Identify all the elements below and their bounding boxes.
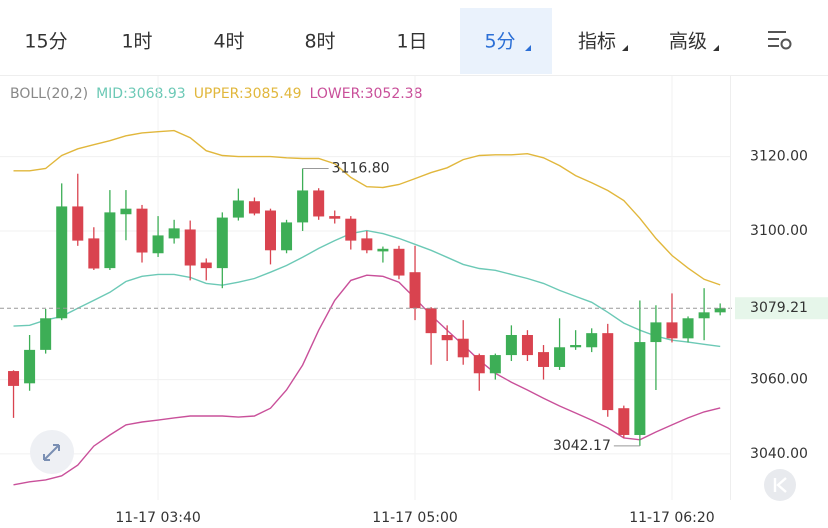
candle-body: [345, 218, 357, 241]
scroll-latest-button[interactable]: [764, 469, 796, 501]
candle-body: [714, 308, 726, 313]
candle-body: [425, 308, 437, 334]
y-tick-label: 3040.00: [750, 446, 808, 462]
candle-body: [554, 347, 566, 367]
candle-body: [586, 333, 598, 348]
candle-body: [489, 355, 501, 374]
settings-icon[interactable]: [768, 31, 792, 50]
candle-body: [313, 190, 325, 217]
candle-body: [409, 272, 421, 309]
tab[interactable]: 1日: [396, 31, 427, 53]
candle-body: [56, 206, 68, 319]
candle-body: [538, 352, 550, 367]
x-tick-label: 11-17 06:20: [629, 510, 714, 526]
candle-body: [136, 208, 148, 253]
tab-bar: 15分 1时 4时 8时 1日 5分 指标 高级: [24, 8, 719, 74]
expand-button[interactable]: [30, 430, 74, 474]
y-tick-label: 3100.00: [750, 223, 808, 239]
last-price-box: [735, 297, 828, 320]
band-line: [13, 229, 721, 348]
tab[interactable]: 1时: [121, 31, 152, 53]
candle-body: [602, 333, 614, 411]
candle-body: [264, 210, 276, 251]
candle-body: [232, 200, 244, 218]
candle-body: [24, 349, 36, 384]
candle-body: [8, 371, 20, 386]
candle-body: [281, 222, 293, 251]
tab[interactable]: 8时: [304, 31, 335, 53]
candle-body: [88, 238, 100, 269]
candle-body: [297, 190, 309, 223]
y-tick-label: 3060.00: [750, 372, 808, 388]
y-tick-label: 3120.00: [750, 149, 808, 165]
dropdown-caret: [622, 45, 628, 51]
candle-body: [650, 322, 662, 343]
tab[interactable]: 指标: [578, 31, 616, 53]
annotation-label: 3042.17: [553, 438, 611, 454]
x-tick-label: 11-17 03:40: [115, 510, 200, 526]
candle-body: [248, 201, 260, 214]
candle-body: [393, 248, 405, 276]
candle-body: [505, 335, 517, 356]
candle-body: [457, 338, 469, 358]
candle-body: [634, 342, 646, 435]
candle-body: [666, 322, 678, 339]
candle-body: [40, 318, 52, 350]
candle-body: [682, 318, 694, 339]
legend: BOLL(20,2) MID:3068.93 UPPER:3085.49 LOWER:…: [10, 86, 423, 102]
tab[interactable]: 高级: [669, 31, 707, 53]
dropdown-caret: [713, 45, 719, 51]
candle-body: [152, 235, 164, 254]
last-price-label: 3079.21: [750, 300, 808, 316]
candle-body: [698, 312, 710, 319]
indicator-name: BOLL(20,2): [10, 86, 88, 102]
candle-body: [521, 335, 533, 356]
x-tick-label: 11-17 05:00: [372, 510, 457, 526]
candle-body: [377, 248, 389, 252]
dropdown-caret: [525, 45, 531, 51]
candle-body: [216, 217, 228, 269]
candle-body: [618, 408, 630, 435]
candle-body: [184, 229, 196, 266]
candle-body: [441, 335, 453, 341]
tab[interactable]: 4时: [213, 31, 244, 53]
annotation-label: 3116.80: [332, 161, 390, 177]
candle-body: [570, 345, 582, 348]
candle-body: [120, 208, 132, 215]
plot: 3120.00 3100.00 3060.00 3040.00 11-17 03:40 1…: [0, 76, 828, 526]
candle-body: [200, 262, 212, 269]
tab[interactable]: 15分: [24, 31, 67, 53]
candle-body: [168, 228, 180, 239]
tab[interactable]: 5分: [484, 31, 515, 53]
legend-entry: LOWER:3052.38: [310, 86, 423, 102]
legend-entry: MID:3068.93: [96, 86, 186, 102]
legend-entry: UPPER:3085.49: [194, 86, 302, 102]
candle-body: [329, 216, 341, 219]
band-line: [13, 274, 721, 486]
candle-body: [361, 238, 373, 251]
candle-body: [104, 212, 116, 269]
band-line: [13, 129, 721, 286]
candle-body: [72, 206, 84, 241]
candle-body: [473, 355, 485, 374]
tab-selected-bg: [460, 8, 552, 74]
